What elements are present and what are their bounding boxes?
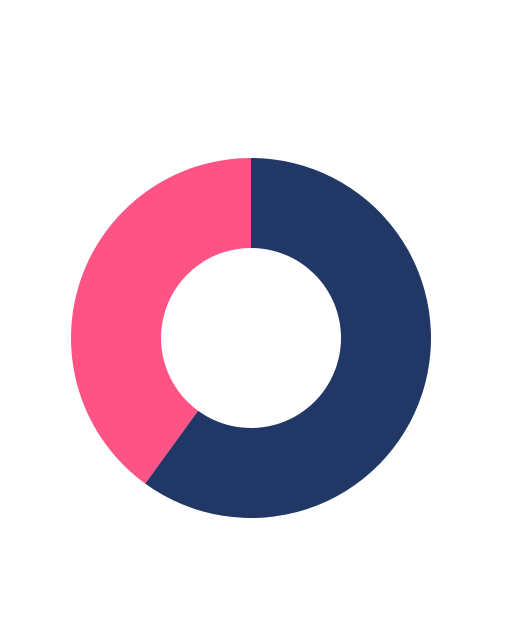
donut-slice-2 xyxy=(71,158,252,484)
donut-slice-1 xyxy=(145,158,432,519)
